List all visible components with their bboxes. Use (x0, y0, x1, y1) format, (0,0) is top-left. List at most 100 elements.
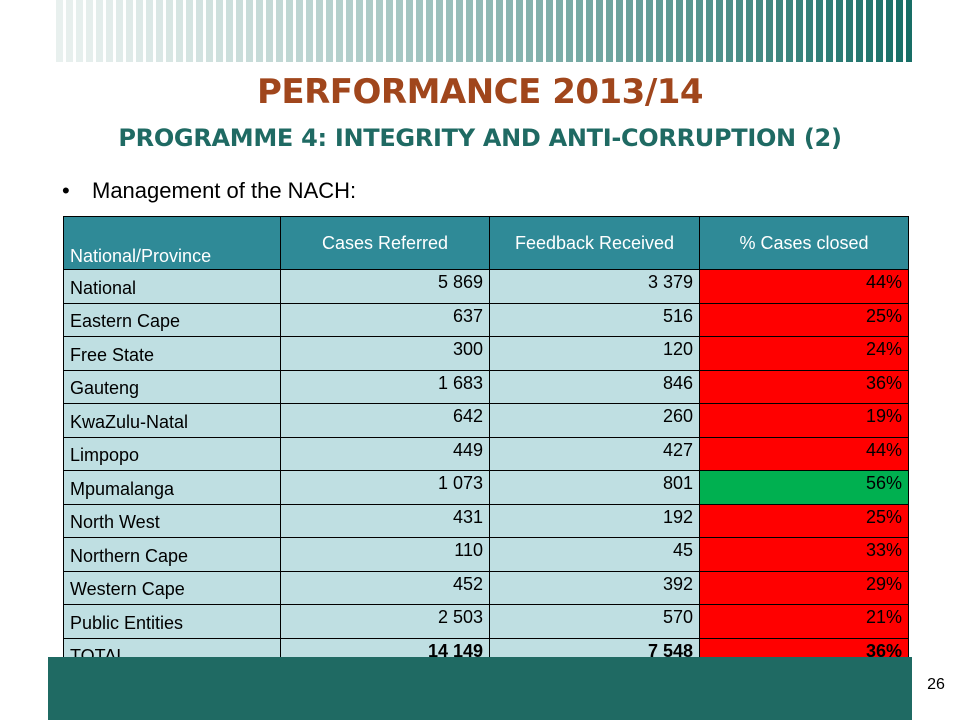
header-stripe (606, 0, 613, 62)
header-stripe (396, 0, 403, 62)
cell-cases-closed: 29% (699, 570, 909, 605)
cell-feedback-received: 120 (489, 336, 700, 371)
header-stripe (576, 0, 583, 62)
table-row: KwaZulu-Natal 642 260 19% (63, 403, 909, 438)
cell-cases-closed: 25% (699, 302, 909, 337)
header-stripe (766, 0, 773, 62)
header-stripe (106, 0, 113, 62)
cell-cases-referred: 637 (280, 302, 490, 337)
table-body: National 5 869 3 379 44% Eastern Cape 637 516 2… (63, 269, 909, 672)
header-stripe (586, 0, 593, 62)
cell-cases-closed: 44% (699, 269, 909, 304)
cell-name: KwaZulu-Natal (63, 403, 281, 438)
bullet-glyph: • (62, 178, 70, 203)
header-stripe (616, 0, 623, 62)
header-stripe (136, 0, 143, 62)
header-stripe (376, 0, 383, 62)
cell-name: Mpumalanga (63, 470, 281, 505)
cell-name: Northern Cape (63, 537, 281, 572)
cell-cases-referred: 449 (280, 436, 490, 471)
table-row: Western Cape 452 392 29% (63, 570, 909, 605)
header-stripe (156, 0, 163, 62)
header-stripe (786, 0, 793, 62)
header-stripe (706, 0, 713, 62)
header-stripe (456, 0, 463, 62)
header-stripe (686, 0, 693, 62)
cell-cases-closed: 36% (699, 369, 909, 404)
header-stripe (756, 0, 763, 62)
header-stripe (466, 0, 473, 62)
cell-feedback-received: 3 379 (489, 269, 700, 304)
table-row: Northern Cape 110 45 33% (63, 537, 909, 572)
header-stripe (826, 0, 833, 62)
table-row: Free State 300 120 24% (63, 336, 909, 371)
header-stripe (866, 0, 873, 62)
cell-feedback-received: 846 (489, 369, 700, 404)
cell-cases-referred: 1 683 (280, 369, 490, 404)
header-stripe (416, 0, 423, 62)
header-stripe (536, 0, 543, 62)
header-stripe (126, 0, 133, 62)
header-stripe (626, 0, 633, 62)
header-stripe (216, 0, 223, 62)
header-stripe (356, 0, 363, 62)
header-feedback-received: Feedback Received (489, 216, 700, 270)
cell-name: Gauteng (63, 369, 281, 404)
footer-bar (48, 657, 912, 720)
header-stripe (246, 0, 253, 62)
table-row: Limpopo 449 427 44% (63, 436, 909, 471)
cell-cases-closed: 33% (699, 537, 909, 572)
header-stripe (486, 0, 493, 62)
cell-feedback-received: 801 (489, 470, 700, 505)
nach-cases-table: National/Province Cases Referred Feedbac… (63, 216, 909, 672)
cell-cases-referred: 431 (280, 503, 490, 538)
header-stripe-band (56, 0, 912, 62)
header-stripe (836, 0, 843, 62)
cell-feedback-received: 392 (489, 570, 700, 605)
cell-cases-closed: 24% (699, 336, 909, 371)
header-stripe (656, 0, 663, 62)
header-stripe (436, 0, 443, 62)
cell-cases-referred: 642 (280, 403, 490, 438)
header-stripe (196, 0, 203, 62)
header-stripe (306, 0, 313, 62)
header-stripe (386, 0, 393, 62)
header-stripe (526, 0, 533, 62)
header-stripe (876, 0, 883, 62)
header-stripe (806, 0, 813, 62)
header-stripe (166, 0, 173, 62)
header-stripe (906, 0, 912, 62)
cell-name: Eastern Cape (63, 302, 281, 337)
header-cases-closed: % Cases closed (699, 216, 909, 270)
cell-name: Limpopo (63, 436, 281, 471)
header-stripe (76, 0, 83, 62)
cell-name: Public Entities (63, 604, 281, 639)
header-stripe (516, 0, 523, 62)
bullet-text: Management of the NACH: (92, 178, 357, 203)
header-stripe (256, 0, 263, 62)
header-stripe (726, 0, 733, 62)
header-cases-referred: Cases Referred (280, 216, 490, 270)
cell-name: Western Cape (63, 570, 281, 605)
header-stripe (86, 0, 93, 62)
cell-cases-referred: 300 (280, 336, 490, 371)
cell-feedback-received: 192 (489, 503, 700, 538)
header-stripe (96, 0, 103, 62)
cell-feedback-received: 260 (489, 403, 700, 438)
table-row: Eastern Cape 637 516 25% (63, 302, 909, 337)
header-stripe (346, 0, 353, 62)
cell-cases-referred: 2 503 (280, 604, 490, 639)
cell-cases-referred: 5 869 (280, 269, 490, 304)
slide-subtitle: PROGRAMME 4: INTEGRITY AND ANTI-CORRUPTI… (118, 124, 842, 152)
header-stripe (776, 0, 783, 62)
header-stripe (316, 0, 323, 62)
header-stripe (236, 0, 243, 62)
header-stripe (716, 0, 723, 62)
header-stripe (676, 0, 683, 62)
table-header-row: National/Province Cases Referred Feedbac… (63, 216, 909, 270)
slide-title: PERFORMANCE 2013/14 (256, 72, 704, 112)
header-national-province: National/Province (63, 216, 281, 270)
cell-cases-referred: 452 (280, 570, 490, 605)
table-row: North West 431 192 25% (63, 503, 909, 538)
cell-cases-referred: 1 073 (280, 470, 490, 505)
